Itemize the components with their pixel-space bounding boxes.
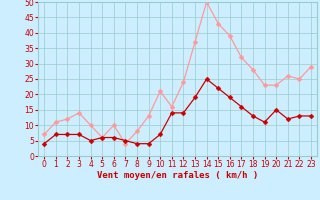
X-axis label: Vent moyen/en rafales ( km/h ): Vent moyen/en rafales ( km/h ) <box>97 171 258 180</box>
